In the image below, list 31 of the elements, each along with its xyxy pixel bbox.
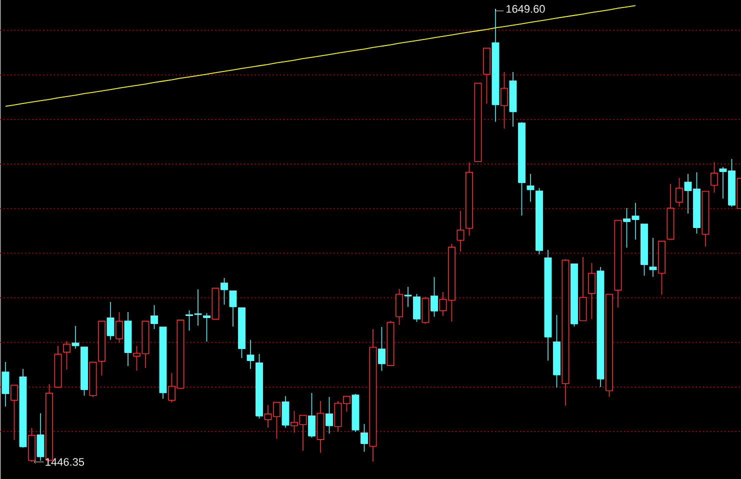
candlestick	[413, 294, 420, 322]
candlestick	[36, 412, 44, 462]
candlestick	[282, 396, 290, 428]
candlestick	[203, 312, 210, 342]
candlestick	[10, 384, 18, 440]
annotation: 1446.35	[46, 458, 84, 466]
candlestick	[246, 340, 254, 370]
candlestick	[588, 262, 596, 320]
candlestick	[220, 278, 228, 306]
candlestick	[72, 325, 80, 350]
candlestick	[63, 340, 70, 370]
candlestick	[326, 396, 333, 434]
candlestick	[116, 312, 123, 343]
candlestick	[150, 304, 158, 330]
candlestick	[649, 237, 657, 278]
candlestick	[2, 362, 10, 407]
candlestick	[396, 288, 403, 326]
candlestick	[404, 286, 412, 308]
candlestick	[229, 290, 237, 327]
candlestick	[430, 276, 438, 318]
annotation: 1649.60	[506, 5, 545, 13]
candlestick	[526, 173, 534, 202]
candlestick	[710, 162, 718, 193]
candlestick	[579, 256, 587, 322]
candlestick	[676, 177, 683, 208]
candlestick	[308, 392, 316, 438]
candlestick	[456, 210, 464, 252]
candlestick	[360, 424, 368, 452]
candlestick	[378, 326, 386, 372]
candlestick	[106, 302, 114, 340]
candlestick	[500, 72, 508, 130]
